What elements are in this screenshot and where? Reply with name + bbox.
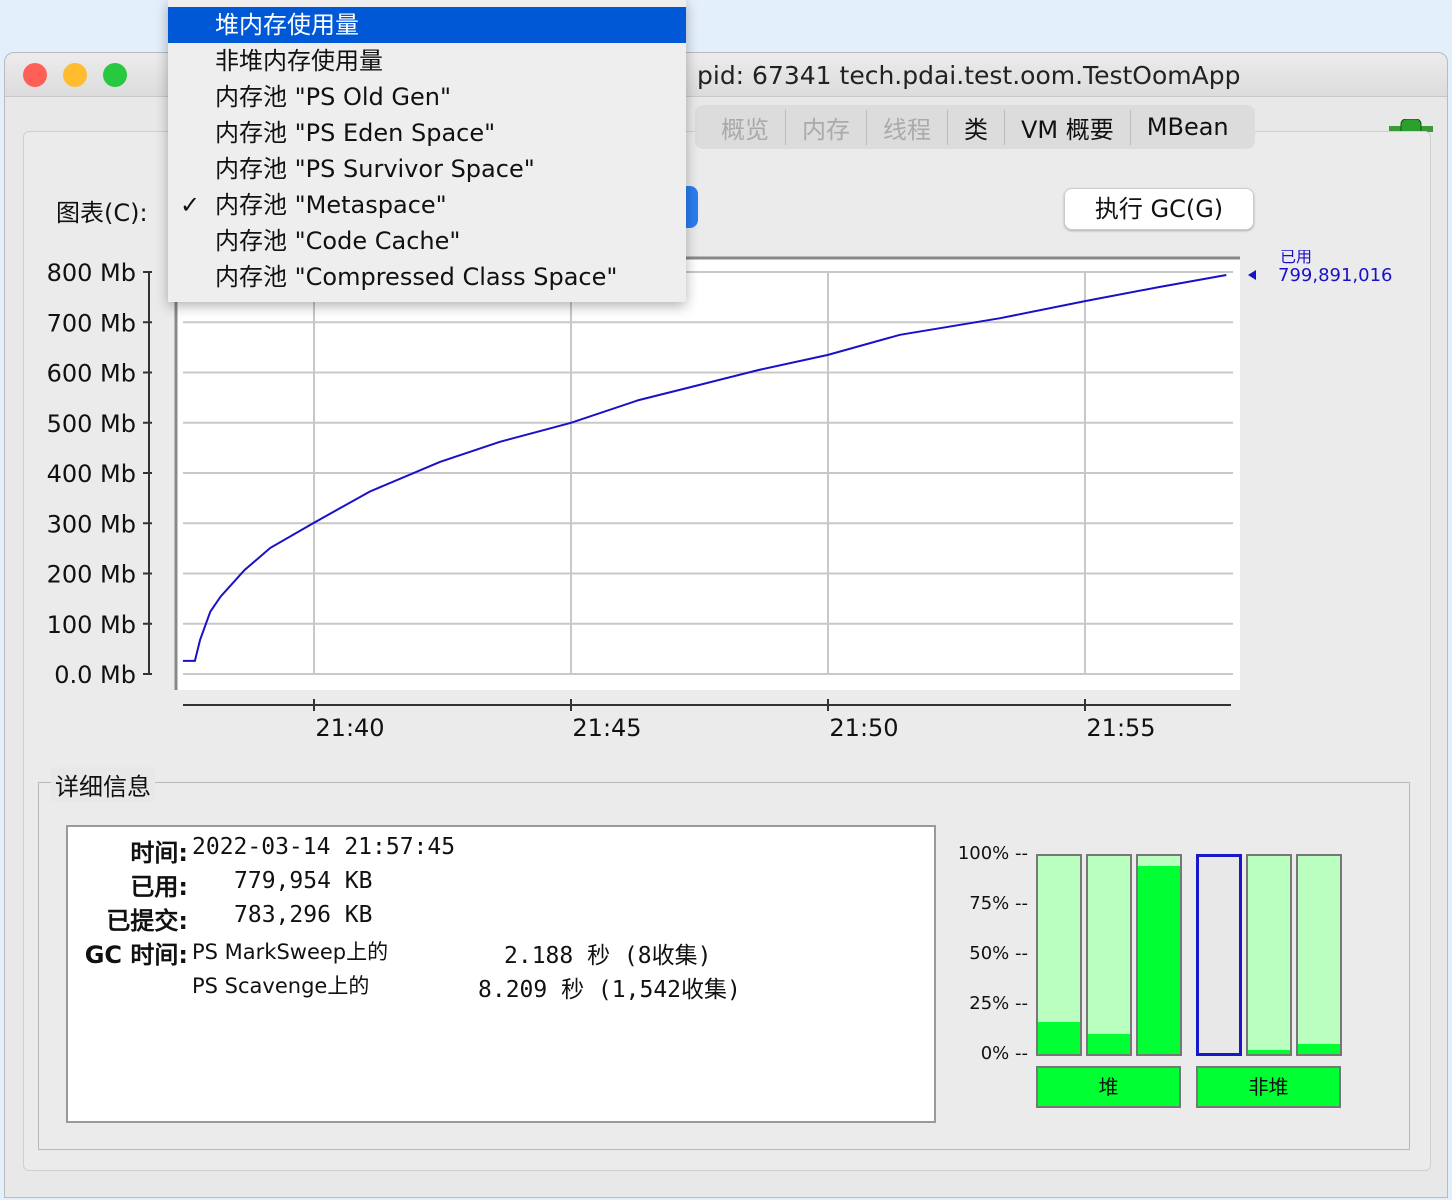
usage-fill [1298,1044,1340,1054]
nonheap-pool-bar[interactable] [1246,854,1292,1056]
tab-bar: 概览 内存 线程类 VM 概要 MBean [695,105,1255,149]
menu-item[interactable]: 内存池 "Code Cache" [168,223,686,259]
perform-gc-button[interactable]: 执行 GC(G) [1064,188,1254,230]
tab-5[interactable]: MBean [1146,113,1229,141]
nonheap-pool-bar[interactable] [1196,854,1242,1056]
percent-tick-label: 25% -- [969,993,1028,1014]
tab-2[interactable]: 线程 [867,109,948,145]
y-tick-label: 200 Mb [47,561,136,589]
percent-tick-label: 75% -- [969,893,1028,914]
menu-item[interactable]: 内存池 "PS Old Gen" [168,79,686,115]
details-group: 详细信息 [38,767,1410,1150]
committed-label: 已提交: [106,907,188,935]
menu-item-label: 堆内存使用量 [215,11,359,39]
chart-dropdown-menu: 堆内存使用量 非堆内存使用量内存池 "PS Old Gen" 内存池 "PS Ede… [168,0,686,302]
menu-item[interactable]: 内存池 "PS Survivor Space" [168,151,686,187]
nonheap-button[interactable]: 非堆 [1196,1066,1341,1108]
usage-fill [1248,1050,1290,1054]
details-title: 详细信息 [51,767,155,802]
heap-pool-bar[interactable] [1136,854,1182,1056]
menu-item-label: 非堆内存使用量 [215,47,383,75]
minimize-button[interactable] [63,63,87,87]
window-title: pid: 67341 tech.pdai.test.oom.TestOomApp [697,61,1241,90]
percent-tick-label: 50% -- [969,943,1028,964]
gc-collector-name: PS MarkSweep上的 [192,940,389,964]
zoom-button[interactable] [103,63,127,87]
close-button[interactable] [23,63,47,87]
x-tick-label: 21:40 [315,714,384,742]
menu-item-label: 内存池 "Compressed Class Space" [215,263,618,291]
menu-item[interactable]: 堆内存使用量 [168,7,686,43]
current-value: 799,891,016 [1278,265,1393,286]
menu-item-label: 内存池 "PS Eden Space" [215,119,496,147]
gc-collector-value: 8.209 秒 (1,542收集) [478,977,741,1003]
percent-tick-label: 100% -- [957,843,1028,864]
x-tick-label: 21:55 [1086,714,1155,742]
menu-item-label: 内存池 "PS Old Gen" [215,83,452,111]
time-label: 时间: [130,839,188,867]
menu-item-label: 内存池 "Code Cache" [215,227,461,255]
used-value: 779,954 KB [234,868,373,894]
checkmark-icon: ✓ [180,191,201,219]
x-tick-label: 21:45 [572,714,641,742]
menu-item[interactable]: 内存池 "PS Eden Space" [168,115,686,151]
y-tick-label: 800 Mb [47,259,136,287]
menu-item-label: 内存池 "PS Survivor Space" [215,155,535,183]
y-tick-label: 500 Mb [47,410,136,438]
gc-collector-value: 2.188 秒 (8收集) [504,943,712,969]
series-line-used [182,274,1227,662]
tab-4[interactable]: VM 概要 [1005,109,1131,145]
usage-fill [1088,1034,1130,1054]
current-value-label: 已用 [1280,250,1312,266]
menu-item[interactable]: ✓ 内存池 "Metaspace" [168,187,686,223]
y-tick-label: 300 Mb [47,510,136,538]
menu-item[interactable]: 内存池 "Compressed Class Space" [168,259,686,295]
tab-0[interactable]: 概览 [705,109,786,145]
usage-fill [1138,865,1180,1054]
tab-1[interactable]: 内存 [786,109,867,145]
committed-value: 783,296 KB [234,902,373,928]
menu-item[interactable]: 非堆内存使用量 [168,43,686,79]
percent-tick-label: 0% -- [980,1043,1028,1064]
y-tick-label: 100 Mb [47,611,136,639]
menu-item-label: 内存池 "Metaspace" [215,191,447,219]
y-tick-label: 0.0 Mb [54,661,136,689]
heap-pool-bar[interactable] [1086,854,1132,1056]
memory-chart: 0.0 Mb 100 Mb 200 Mb 300 Mb 400 Mb 500 Mb 600 … [47,250,1393,742]
heap-button[interactable]: 堆 [1036,1066,1181,1108]
y-tick-label: 700 Mb [47,309,136,337]
usage-fill [1038,1022,1080,1054]
details-box: 时间: 2022-03-14 21:57:45 已用: 779,954 KB 已… [66,825,936,1123]
time-value: 2022-03-14 21:57:45 [192,834,456,860]
current-value-marker-icon [1248,270,1256,280]
y-tick-label: 400 Mb [47,460,136,488]
nonheap-pool-bar[interactable] [1296,854,1342,1056]
gc-time-label: GC 时间: [84,941,188,969]
x-tick-label: 21:50 [829,714,898,742]
gc-collector-name: PS Scavenge上的 [192,974,370,998]
y-tick-label: 600 Mb [47,360,136,388]
chart-label: 图表(C): [56,199,148,227]
tab-3[interactable]: 类 [948,109,1005,145]
used-label: 已用: [130,873,188,901]
heap-pool-bar[interactable] [1036,854,1082,1056]
